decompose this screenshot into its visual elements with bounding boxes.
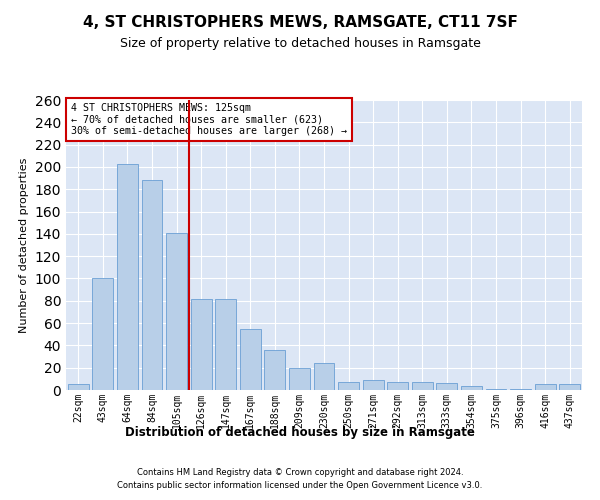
Bar — [461, 386, 482, 390]
Bar — [559, 384, 580, 390]
Bar — [117, 164, 138, 390]
Text: 4 ST CHRISTOPHERS MEWS: 125sqm
← 70% of detached houses are smaller (623)
30% of: 4 ST CHRISTOPHERS MEWS: 125sqm ← 70% of … — [71, 103, 347, 136]
Text: 4, ST CHRISTOPHERS MEWS, RAMSGATE, CT11 7SF: 4, ST CHRISTOPHERS MEWS, RAMSGATE, CT11 … — [83, 15, 517, 30]
Bar — [362, 380, 383, 390]
Bar — [240, 328, 261, 390]
Bar — [92, 278, 113, 390]
Text: Distribution of detached houses by size in Ramsgate: Distribution of detached houses by size … — [125, 426, 475, 439]
Text: Contains public sector information licensed under the Open Government Licence v3: Contains public sector information licen… — [118, 480, 482, 490]
Bar — [436, 384, 457, 390]
Bar — [166, 232, 187, 390]
Bar — [265, 350, 286, 390]
Bar — [142, 180, 163, 390]
Text: Contains HM Land Registry data © Crown copyright and database right 2024.: Contains HM Land Registry data © Crown c… — [137, 468, 463, 477]
Bar — [412, 382, 433, 390]
Bar — [387, 382, 408, 390]
Text: Size of property relative to detached houses in Ramsgate: Size of property relative to detached ho… — [119, 38, 481, 51]
Bar — [510, 389, 531, 390]
Bar — [314, 363, 334, 390]
Bar — [338, 382, 359, 390]
Bar — [535, 384, 556, 390]
Bar — [289, 368, 310, 390]
Bar — [485, 389, 506, 390]
Bar — [215, 298, 236, 390]
Bar — [191, 298, 212, 390]
Bar — [68, 384, 89, 390]
Y-axis label: Number of detached properties: Number of detached properties — [19, 158, 29, 332]
